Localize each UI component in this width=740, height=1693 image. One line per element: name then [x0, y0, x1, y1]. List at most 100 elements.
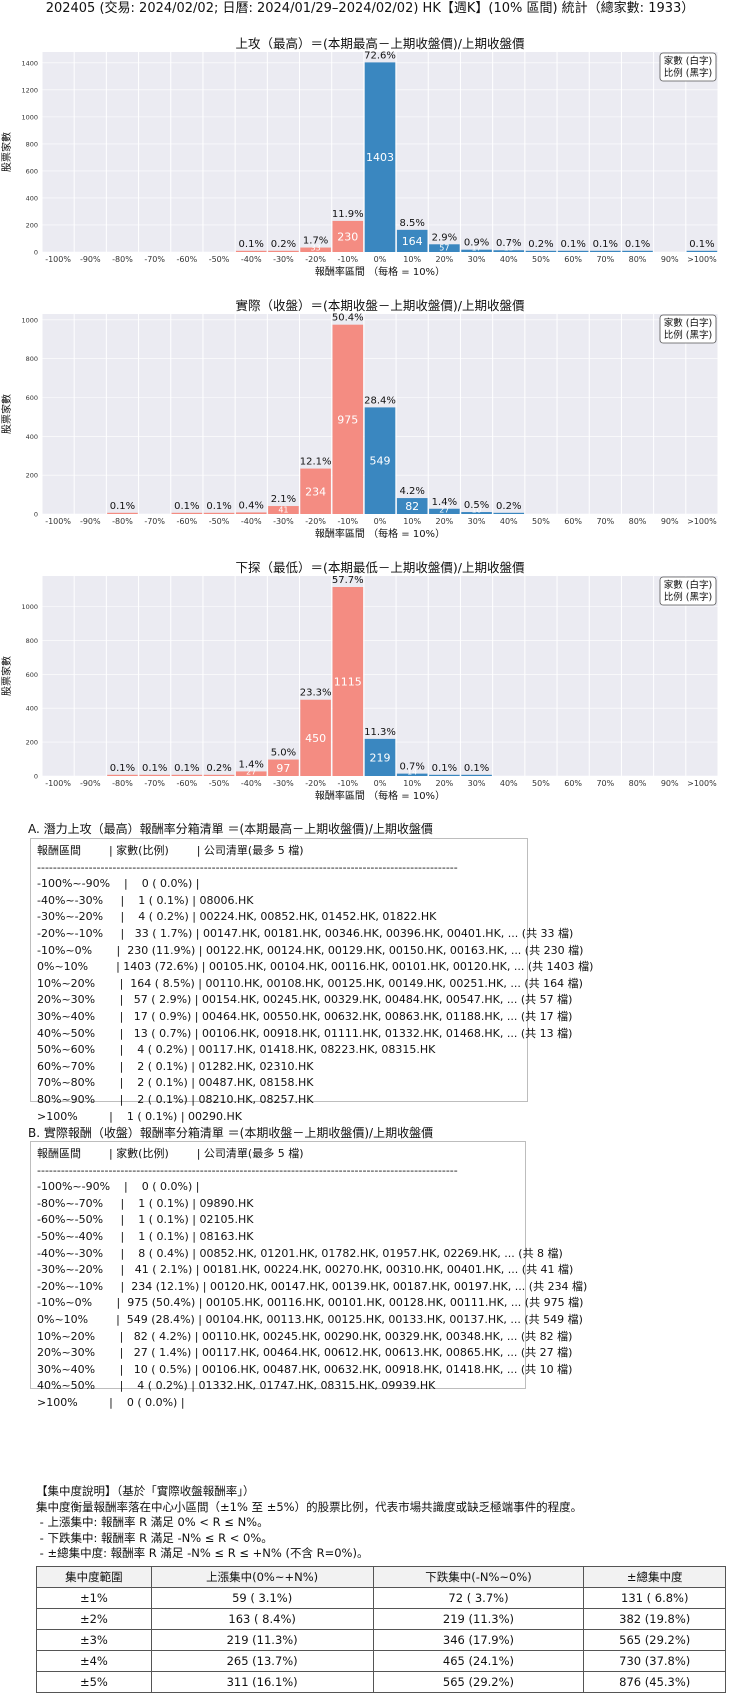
list-b-box: 報酬區間 | 家數(比例) | 公司清單(最多 5 檔) ------------…	[30, 1141, 587, 1409]
list-line: 報酬區間 | 家數(比例) | 公司清單(最多 5 檔)	[37, 844, 304, 857]
bar-percent-label: 1.4%	[239, 759, 264, 770]
x-tick-label: 40%	[500, 517, 518, 526]
x-tick-label: >100%	[687, 517, 717, 526]
bar-count-label: 27	[439, 506, 449, 515]
legend-text: 比例 (黑字)	[664, 591, 712, 603]
concentration-cell: ±3%	[36, 1629, 152, 1651]
x-tick-label: -90%	[80, 779, 101, 788]
y-tick-label: 0	[34, 511, 38, 519]
x-tick-label: 40%	[500, 255, 518, 264]
y-tick-label: 600	[26, 394, 38, 402]
list-line: 報酬區間 | 家數(比例) | 公司清單(最多 5 檔)	[37, 1147, 304, 1160]
concentration-header-cell: 集中度範圍	[36, 1566, 152, 1588]
bar	[268, 250, 299, 252]
concentration-cell: 265 (13.7%)	[150, 1650, 374, 1672]
bar-percent-label: 0.5%	[464, 500, 489, 511]
y-tick-label: 600	[26, 671, 38, 679]
bar-count-label: 549	[370, 455, 391, 468]
concentration-line: - ±總集中度: 報酬率 R 滿足 -N% ≤ R ≤ +N% (不含 R=0%…	[36, 1546, 369, 1560]
bar	[461, 774, 492, 776]
list-line: 60%~70% | 2 ( 0.1%) | 01282.HK, 02310.HK	[37, 1059, 314, 1073]
bar	[364, 738, 396, 776]
bar-percent-label: 0.2%	[496, 501, 521, 512]
bar-percent-label: 0.1%	[432, 763, 457, 774]
bar-percent-label: 57.7%	[332, 575, 364, 586]
y-tick-label: 1000	[21, 603, 38, 611]
list-line: -40%~-30% | 1 ( 0.1%) | 08006.HK	[37, 893, 254, 907]
bar-count-label: 27	[246, 768, 256, 777]
concentration-cell: 72 ( 3.7%)	[372, 1587, 585, 1609]
bar-count-label: 975	[337, 413, 358, 426]
x-tick-label: -20%	[305, 779, 326, 788]
list-line: 30%~40% | 10 ( 0.5%) | 00106.HK, 00487.H…	[37, 1362, 573, 1376]
chart-svg: 下探（最低）＝(本期最低－上期收盤價)/上期收盤價 0 200 400 600 800 10…	[0, 560, 719, 802]
y-tick-label: 1200	[21, 86, 38, 94]
x-tick-label: 50%	[532, 517, 550, 526]
x-tick-label: 60%	[564, 517, 582, 526]
concentration-cell: 730 (37.8%)	[583, 1650, 726, 1672]
x-tick-label: >100%	[687, 255, 717, 264]
legend-frame	[659, 52, 717, 82]
bar	[300, 247, 331, 252]
legend-box: 家數 (白字)比例 (黑字)	[659, 576, 717, 606]
x-tick-label: 60%	[564, 255, 582, 264]
chart-svg: 上攻（最高）＝(本期最高－上期收盤價)/上期收盤價 0 200 400 600 800 10…	[0, 36, 719, 278]
bar-percent-label: 0.1%	[464, 763, 489, 774]
bar-percent-label: 0.1%	[239, 239, 264, 250]
list-line: -60%~-50% | 1 ( 0.1%) | 02105.HK	[37, 1213, 254, 1227]
list-line: 50%~60% | 4 ( 0.2%) | 00117.HK, 01418.HK…	[37, 1043, 436, 1057]
list-line: 10%~20% | 164 ( 8.5%) | 00110.HK, 00108.…	[37, 976, 583, 990]
list-line: 70%~80% | 2 ( 0.1%) | 00487.HK, 08158.HK	[37, 1076, 314, 1090]
bar	[171, 774, 203, 776]
x-tick-label: 50%	[532, 779, 550, 788]
x-tick-label: -60%	[177, 517, 198, 526]
chart-svg: 實際（收盤）＝(本期收盤－上期收盤價)/上期收盤價 0 200 400 600 800 10…	[0, 298, 719, 540]
bar	[622, 250, 653, 252]
bar	[203, 512, 235, 514]
concentration-cell: ±1%	[36, 1587, 152, 1609]
bar-count-label: 164	[402, 235, 423, 248]
bar-percent-label: 0.9%	[464, 238, 489, 249]
x-tick-label: -40%	[241, 779, 262, 788]
y-tick-label: 800	[26, 140, 38, 148]
bar-count-label: 230	[337, 230, 358, 243]
list-line: -100%~-90% | 0 ( 0.0%) |	[37, 1180, 200, 1194]
bar	[686, 250, 718, 252]
x-tick-label: 80%	[629, 255, 647, 264]
x-tick-label: 30%	[468, 255, 486, 264]
bar	[300, 468, 331, 514]
y-tick-label: 800	[26, 637, 38, 645]
x-tick-label: -30%	[273, 779, 294, 788]
x-tick-label: -50%	[209, 517, 230, 526]
bar-percent-label: 0.7%	[399, 762, 424, 773]
concentration-row: ±1% 59 ( 3.1%) 72 ( 3.7%) 131 ( 6.8%)	[36, 1587, 726, 1609]
y-tick-label: 200	[26, 739, 38, 747]
x-tick-label: 70%	[596, 255, 614, 264]
x-tick-label: 20%	[435, 255, 453, 264]
concentration-row: ±5% 311 (16.1%) 565 (29.2%) 876 (45.3%)	[36, 1671, 726, 1693]
bar	[461, 249, 492, 252]
x-tick-label: 80%	[629, 779, 647, 788]
y-tick-label: 0	[34, 249, 38, 257]
x-tick-label: -40%	[241, 255, 262, 264]
concentration-line: 【集中度說明】（基於「實際收盤報酬率」）	[36, 1484, 255, 1498]
list-line: -20%~-10% | 33 ( 1.7%) | 00147.HK, 00181…	[37, 926, 574, 940]
concentration-cell: ±5%	[36, 1671, 152, 1693]
bar-percent-label: 0.2%	[206, 763, 231, 774]
x-tick-label: 10%	[403, 517, 421, 526]
list-line: -100%~-90% | 0 ( 0.0%) |	[37, 877, 200, 891]
list-line: -30%~-20% | 4 ( 0.2%) | 00224.HK, 00852.…	[37, 910, 437, 924]
bar	[332, 324, 364, 514]
list-line: -10%~0% | 230 (11.9%) | 00122.HK, 00124.…	[37, 943, 584, 957]
bar-percent-label: 0.1%	[560, 239, 585, 250]
legend-text: 比例 (黑字)	[664, 329, 712, 341]
concentration-cell: 59 ( 3.1%)	[150, 1587, 374, 1609]
x-tick-label: -10%	[337, 517, 358, 526]
bar	[493, 512, 525, 514]
bar	[396, 229, 428, 252]
legend-frame	[659, 314, 717, 344]
bar-count-label: 14	[407, 768, 417, 777]
x-tick-label: -20%	[305, 255, 326, 264]
x-tick-label: -60%	[177, 255, 198, 264]
bar-percent-label: 0.2%	[528, 239, 553, 250]
